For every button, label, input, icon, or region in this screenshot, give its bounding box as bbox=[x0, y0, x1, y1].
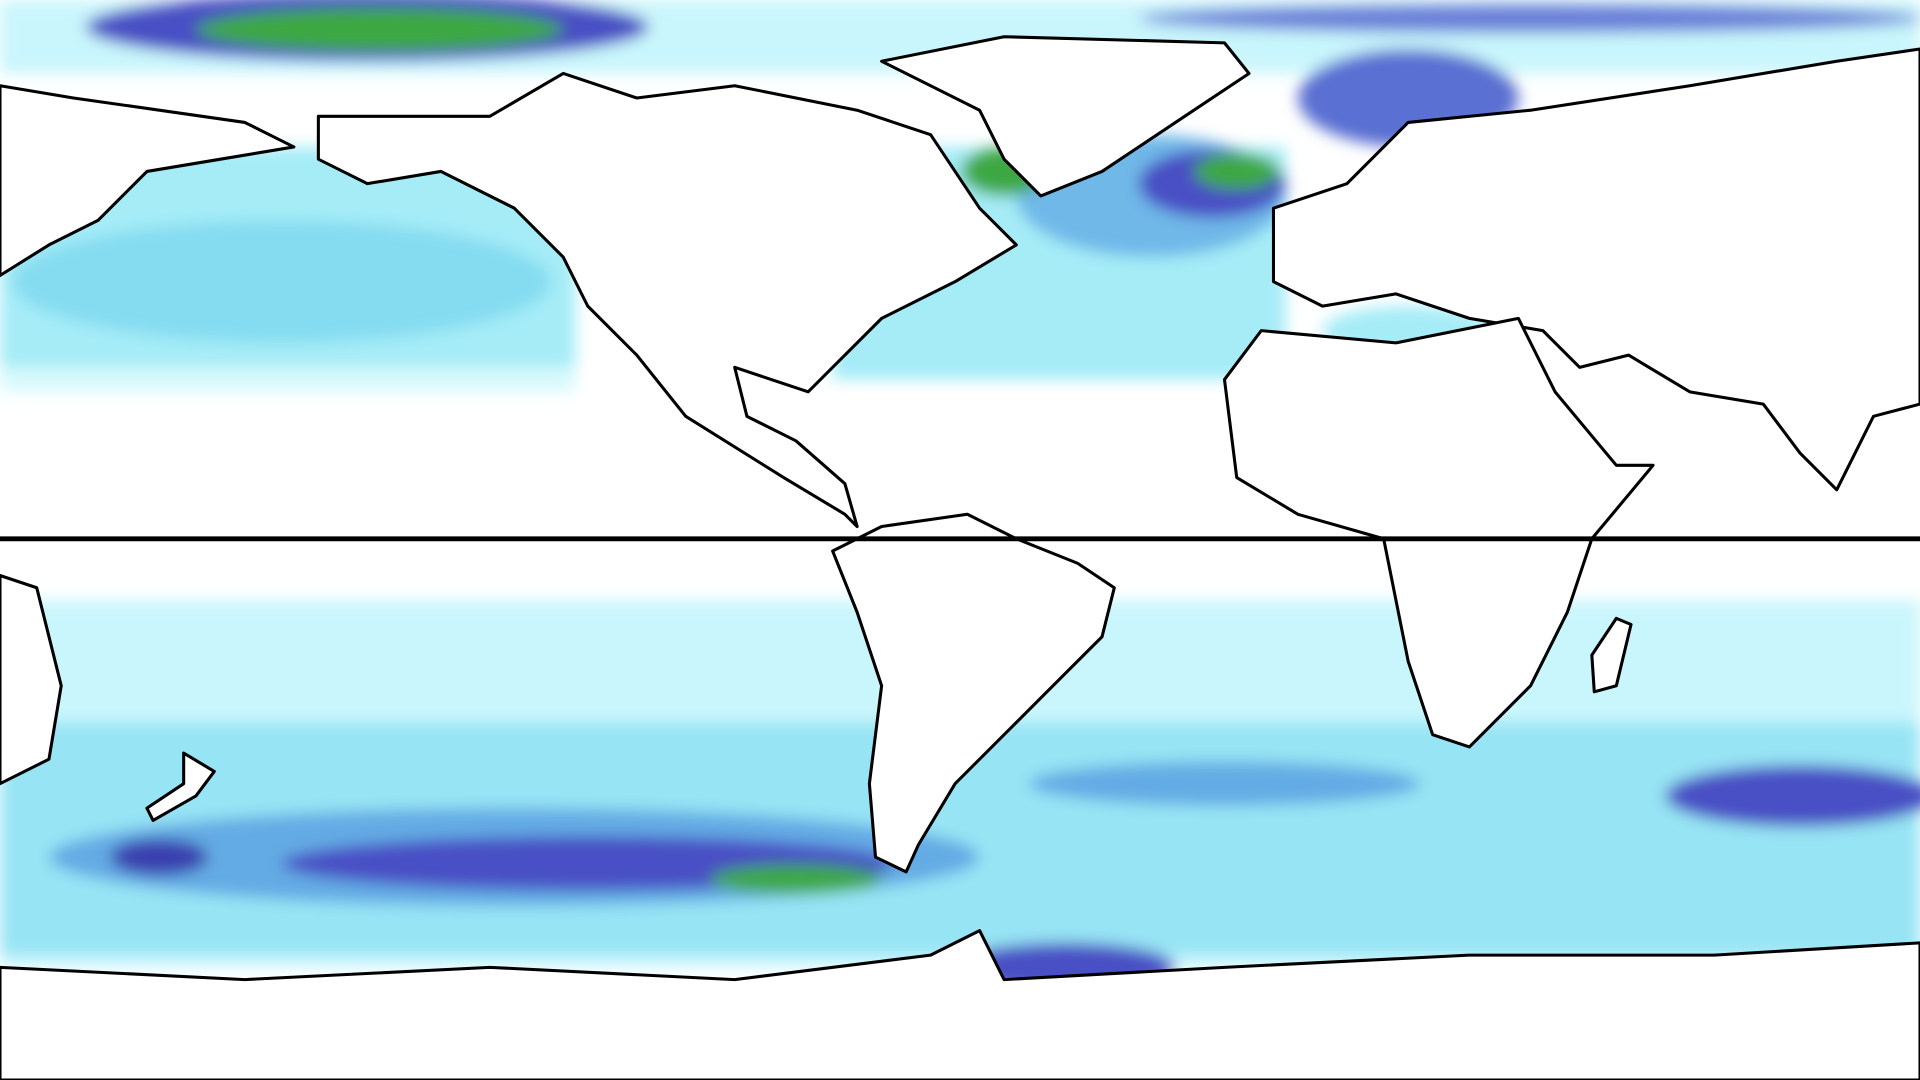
field-region bbox=[12, 220, 552, 343]
new-zealand bbox=[145, 751, 216, 822]
field-region bbox=[1665, 765, 1920, 827]
field-region bbox=[710, 864, 882, 894]
field-region bbox=[1138, 3, 1920, 34]
south-america bbox=[831, 512, 1116, 874]
field-region bbox=[1028, 761, 1421, 806]
field-region bbox=[195, 7, 564, 52]
madagascar bbox=[1590, 616, 1633, 694]
greenland bbox=[880, 35, 1251, 198]
field-region bbox=[0, 367, 576, 392]
coastlines bbox=[0, 35, 1920, 1080]
africa bbox=[1222, 316, 1655, 749]
eurasia bbox=[1271, 47, 1920, 492]
north-america bbox=[316, 71, 1018, 529]
australia bbox=[0, 573, 63, 786]
field-region bbox=[1193, 153, 1280, 190]
field-region bbox=[110, 838, 209, 876]
antarctica bbox=[0, 929, 1920, 1080]
asia-west-edge bbox=[0, 84, 296, 278]
